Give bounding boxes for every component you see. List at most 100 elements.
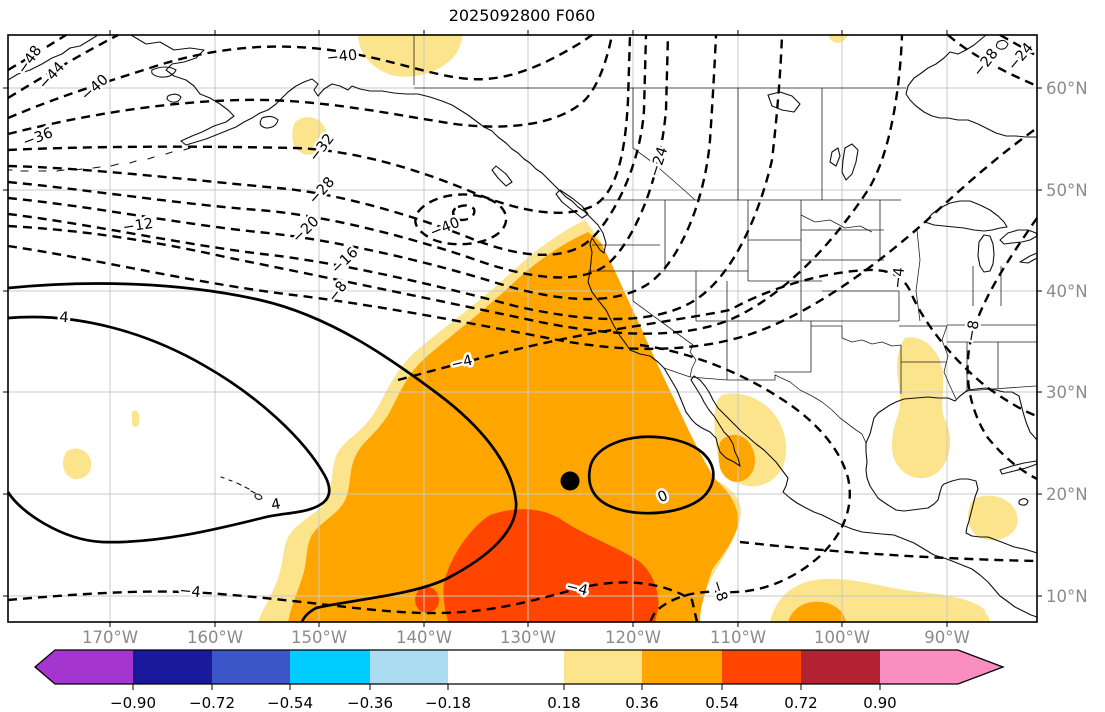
island-stlawrence: [151, 66, 177, 78]
contour-label: −16: [328, 245, 361, 278]
island-nunivak: [166, 93, 182, 103]
contour-neg20: [7, 34, 718, 301]
island-cuba: [999, 460, 1038, 475]
borders-texas: [774, 321, 902, 394]
contour-neg8-southeast: [966, 217, 1038, 481]
contour-label: −8: [963, 319, 982, 343]
figure-title: 2025092800 F060: [449, 6, 596, 25]
fill-yellow-sliver: [132, 410, 139, 427]
contour-label: −48: [15, 43, 46, 77]
contour-label: −4: [890, 267, 908, 290]
coast-hudson-bay: [905, 34, 1038, 138]
x-tick-label: 100°W: [814, 628, 870, 647]
contour-label: −8: [325, 279, 351, 306]
island-vancouver: [555, 189, 589, 219]
contour-neg24-corner: [999, 33, 1038, 58]
borders-plains: [801, 200, 957, 400]
colorbar-tick-label: −0.54: [267, 694, 313, 712]
contour-neg24: [7, 34, 670, 279]
x-tick-label: 150°W: [291, 628, 347, 647]
colorbar-tick-label: −0.36: [347, 694, 393, 712]
fill-red-dot: [415, 587, 439, 613]
y-tick-label: 10°N: [1046, 587, 1088, 606]
colorbar-tick-label: −0.72: [189, 694, 235, 712]
contour-label: 4: [59, 310, 69, 327]
contour-four-closed: [6, 315, 331, 544]
fill-yellow-topsliver: [828, 35, 848, 43]
colorbar-segment: [448, 650, 564, 684]
borders-us-west: [588, 200, 899, 380]
colorbar-segment: [642, 650, 722, 684]
contour-label: −4: [179, 583, 202, 601]
colorbar-outline: [33, 649, 1005, 685]
colorbar-tick-label: 0.18: [547, 694, 580, 712]
lake-michigan: [977, 234, 995, 273]
contour-label: −20: [289, 214, 322, 247]
axis-tick-labels: 170°W 160°W 150°W 140°W 130°W 120°W 110°W 100°W…: [3, 30, 1088, 647]
colorbar-segment: [370, 650, 448, 684]
colorbar-arrow-right: [880, 650, 1003, 684]
contour-label: −28: [306, 174, 338, 207]
border-prairies: [737, 88, 823, 200]
contour-neg16: [7, 34, 784, 321]
border-bc-alberta: [632, 88, 696, 201]
island-arctic-2: [1015, 50, 1027, 59]
contour-label: −40: [78, 72, 111, 104]
y-tick-label: 60°N: [1046, 79, 1088, 98]
colorbar: −0.90 −0.72 −0.54 −0.36 −0.18 0.18 0.36 0.54 0.7…: [33, 649, 1005, 712]
colorbar-tick-label: 0.90: [863, 694, 896, 712]
political-borders: [413, 35, 1037, 444]
colorbar-tick-label: 0.36: [625, 694, 658, 712]
colorbar-tick-label: 0.54: [705, 694, 738, 712]
contour-neg40: [7, 34, 593, 120]
contour-label: −12: [122, 216, 155, 236]
contour-neg8-south: [639, 343, 851, 623]
contour-label: 4: [270, 496, 282, 513]
contour-neg28-corner: [947, 34, 1038, 88]
contour-neg4-south: [7, 581, 699, 623]
contour-label: −28: [970, 46, 1001, 80]
contour-neg4-east: [397, 268, 1038, 418]
fill-orange-durango: [718, 434, 755, 482]
x-tick-label: 120°W: [605, 628, 661, 647]
fill-yellow-patch32: [292, 117, 327, 155]
contour-neg28: [7, 34, 648, 256]
contour-label: −24: [647, 145, 672, 179]
island-kodiak: [259, 115, 279, 129]
borders-east: [947, 266, 1037, 392]
y-tick-label: 20°N: [1046, 485, 1088, 504]
colorbar-segment: [290, 650, 370, 684]
fill-yellow-gulfcoast: [891, 337, 951, 479]
colorbar-segment: [564, 650, 642, 684]
colorbar-segment: [212, 650, 290, 684]
fill-red-core: [443, 509, 659, 622]
border-us-mexico: [663, 367, 867, 444]
contour-label: −8: [708, 578, 730, 603]
fill-orange-southband: [788, 601, 846, 622]
x-tick-label: 170°W: [82, 628, 138, 647]
x-tick-label: 160°W: [187, 628, 243, 647]
colorbar-segment: [722, 650, 801, 684]
x-tick-label: 130°W: [500, 628, 556, 647]
lake-erie: [1019, 252, 1038, 264]
contour-zero-ellipse: [587, 435, 715, 515]
lake-winnipeg: [829, 143, 859, 181]
fill-yellow-yukon: [358, 35, 462, 77]
fill-yellow-yucatan: [968, 495, 1018, 541]
marker-layer: [560, 471, 580, 491]
colorbar-tick-label: −0.90: [110, 694, 156, 712]
colorbar-segment: [801, 650, 880, 684]
contours-positive: [6, 282, 715, 623]
islands-hawaii: [220, 476, 263, 501]
contour-neg8: [7, 127, 1038, 351]
island-arctic-1: [995, 39, 1009, 50]
contour-neg44: [7, 33, 119, 100]
contour-neg32: [7, 34, 632, 214]
island-jamaica: [1018, 498, 1029, 506]
coast-gulf-atlantic: [865, 387, 1038, 554]
contour-zero-main: [7, 282, 518, 623]
river-missouri: [800, 214, 873, 233]
black-dot-marker: [560, 471, 580, 491]
contour-label: −24: [1005, 40, 1037, 74]
